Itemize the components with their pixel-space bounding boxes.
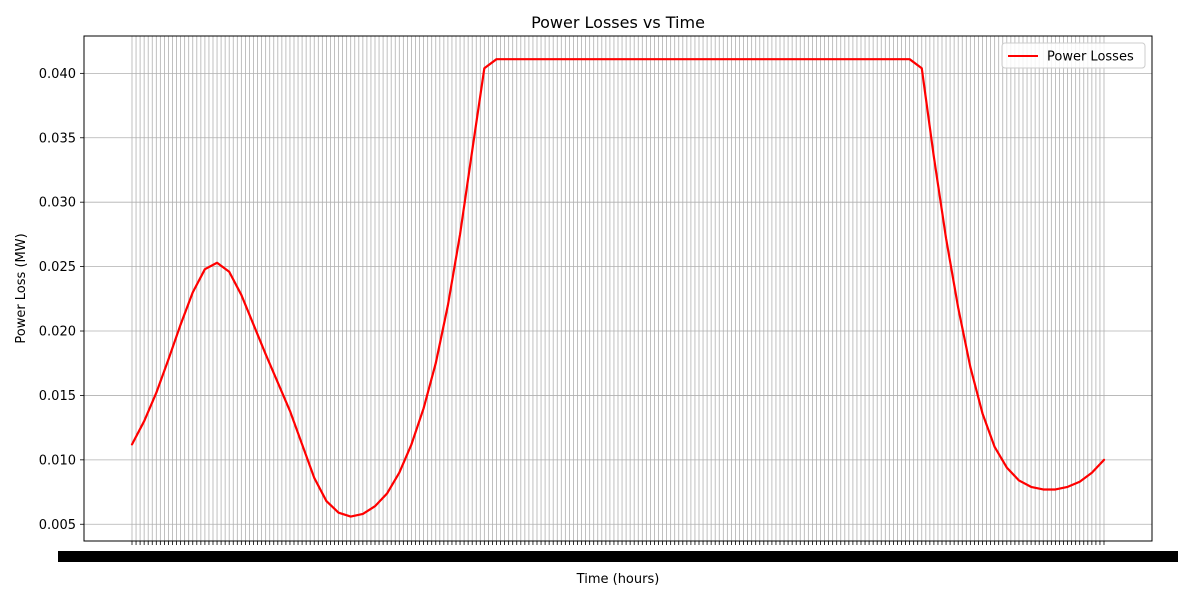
legend: Power Losses [1001,42,1146,69]
y-gridlines [84,72,1152,525]
x-axis-label: Time (hours) [576,572,660,587]
y-tick-label: 0.005 [39,518,76,533]
y-tick-label: 0.035 [39,131,76,146]
legend-label-power-losses: Power Losses [1047,50,1134,65]
y-tick-label: 0.030 [39,196,76,211]
y-tick-label: 0.010 [39,453,76,468]
y-tick-label: 0.020 [39,325,76,340]
y-tick-label: 0.040 [39,67,76,82]
series-line-power-losses [130,58,1106,518]
y-tick-label: 0.015 [39,389,76,404]
y-ticks: 0.005 0.010 0.015 0.020 0.025 0.030 0.035 0.040 [39,67,84,533]
legend-box [1001,42,1146,69]
series-group [130,58,1106,518]
chart-title: Power Losses vs Time [531,13,705,32]
x-tick-marks [58,541,1178,562]
y-tick-label: 0.025 [39,260,76,275]
x-gridlines [131,36,1105,541]
x-tick-labels-overlap [58,551,1178,562]
y-axis-label: Power Loss (MW) [14,233,29,343]
